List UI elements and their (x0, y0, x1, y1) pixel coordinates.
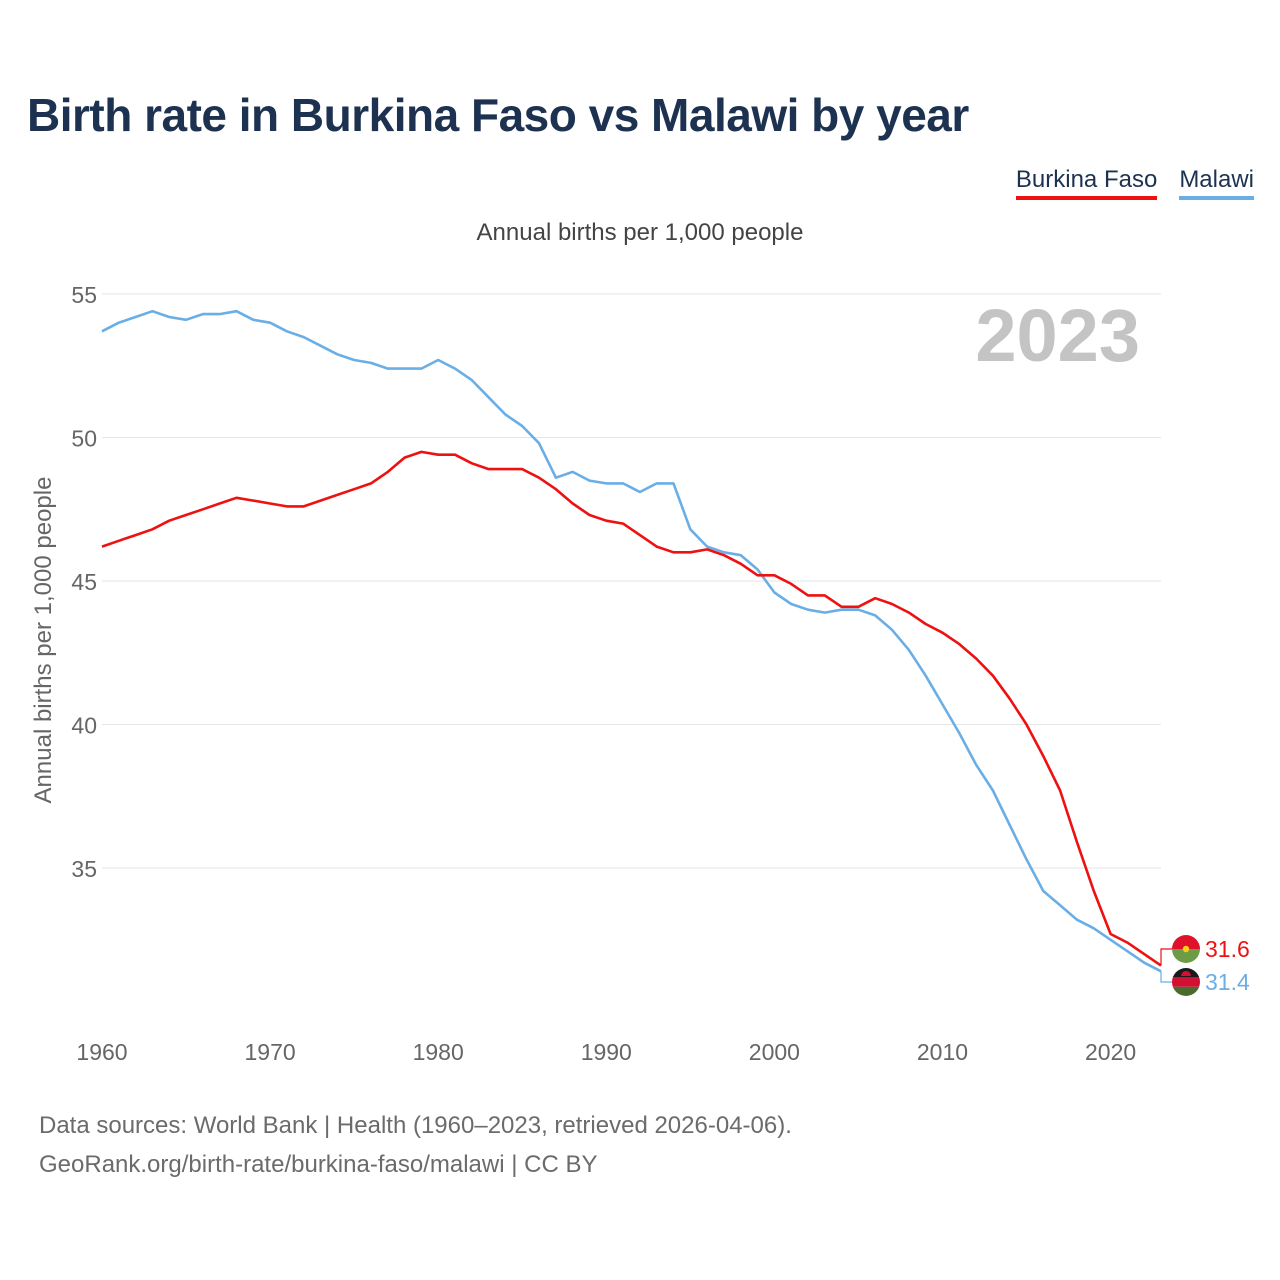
y-axis-label: Annual births per 1,000 people (30, 477, 57, 804)
legend: Burkina Faso Malawi (1015, 166, 1254, 200)
end-value-label-burkina-faso: 31.6 (1205, 936, 1250, 962)
y-tick-label: 50 (71, 426, 97, 452)
year-watermark: 2023 (975, 294, 1140, 377)
y-tick-label: 45 (71, 569, 97, 595)
flag-stripe (1172, 935, 1200, 949)
end-connector-malawi (1160, 971, 1172, 983)
series-line-burkina-faso (101, 450, 1162, 967)
footer-source: Data sources: World Bank | Health (1960–… (39, 1112, 792, 1139)
end-value-label-malawi: 31.4 (1205, 969, 1250, 995)
x-tick-label: 1960 (76, 1039, 127, 1065)
series-line-malawi (101, 309, 1162, 973)
x-tick-label: 1980 (413, 1039, 464, 1065)
y-tick-label: 40 (71, 713, 97, 739)
flag-sun (1181, 971, 1191, 976)
flag-stripe (1172, 977, 1200, 987)
flag-icon-burkina-faso (1172, 935, 1200, 963)
legend-item-burkina-faso[interactable]: Burkina Faso (1015, 166, 1158, 200)
x-tick-label: 2020 (1085, 1039, 1136, 1065)
y-tick-label: 35 (71, 856, 97, 882)
chart-title: Birth rate in Burkina Faso vs Malawi by … (27, 89, 969, 141)
flag-star (1182, 945, 1190, 953)
chart-subtitle: Annual births per 1,000 people (477, 219, 804, 246)
footer-link[interactable]: GeoRank.org/birth-rate/burkina-faso/mala… (39, 1151, 598, 1178)
legend-item-malawi[interactable]: Malawi (1179, 166, 1254, 200)
flag-icon-malawi (1172, 968, 1200, 996)
x-tick-label: 1970 (245, 1039, 296, 1065)
x-tick-label: 2000 (749, 1039, 800, 1065)
end-connector-burkina-faso (1160, 948, 1172, 966)
footer: Data sources: World Bank | Health (1960–… (39, 1106, 792, 1184)
flag-stripe (1172, 949, 1200, 963)
x-tick-label: 1990 (581, 1039, 632, 1065)
flag-stripe (1172, 986, 1200, 996)
y-tick-label: 55 (71, 282, 97, 308)
x-tick-label: 2010 (917, 1039, 968, 1065)
